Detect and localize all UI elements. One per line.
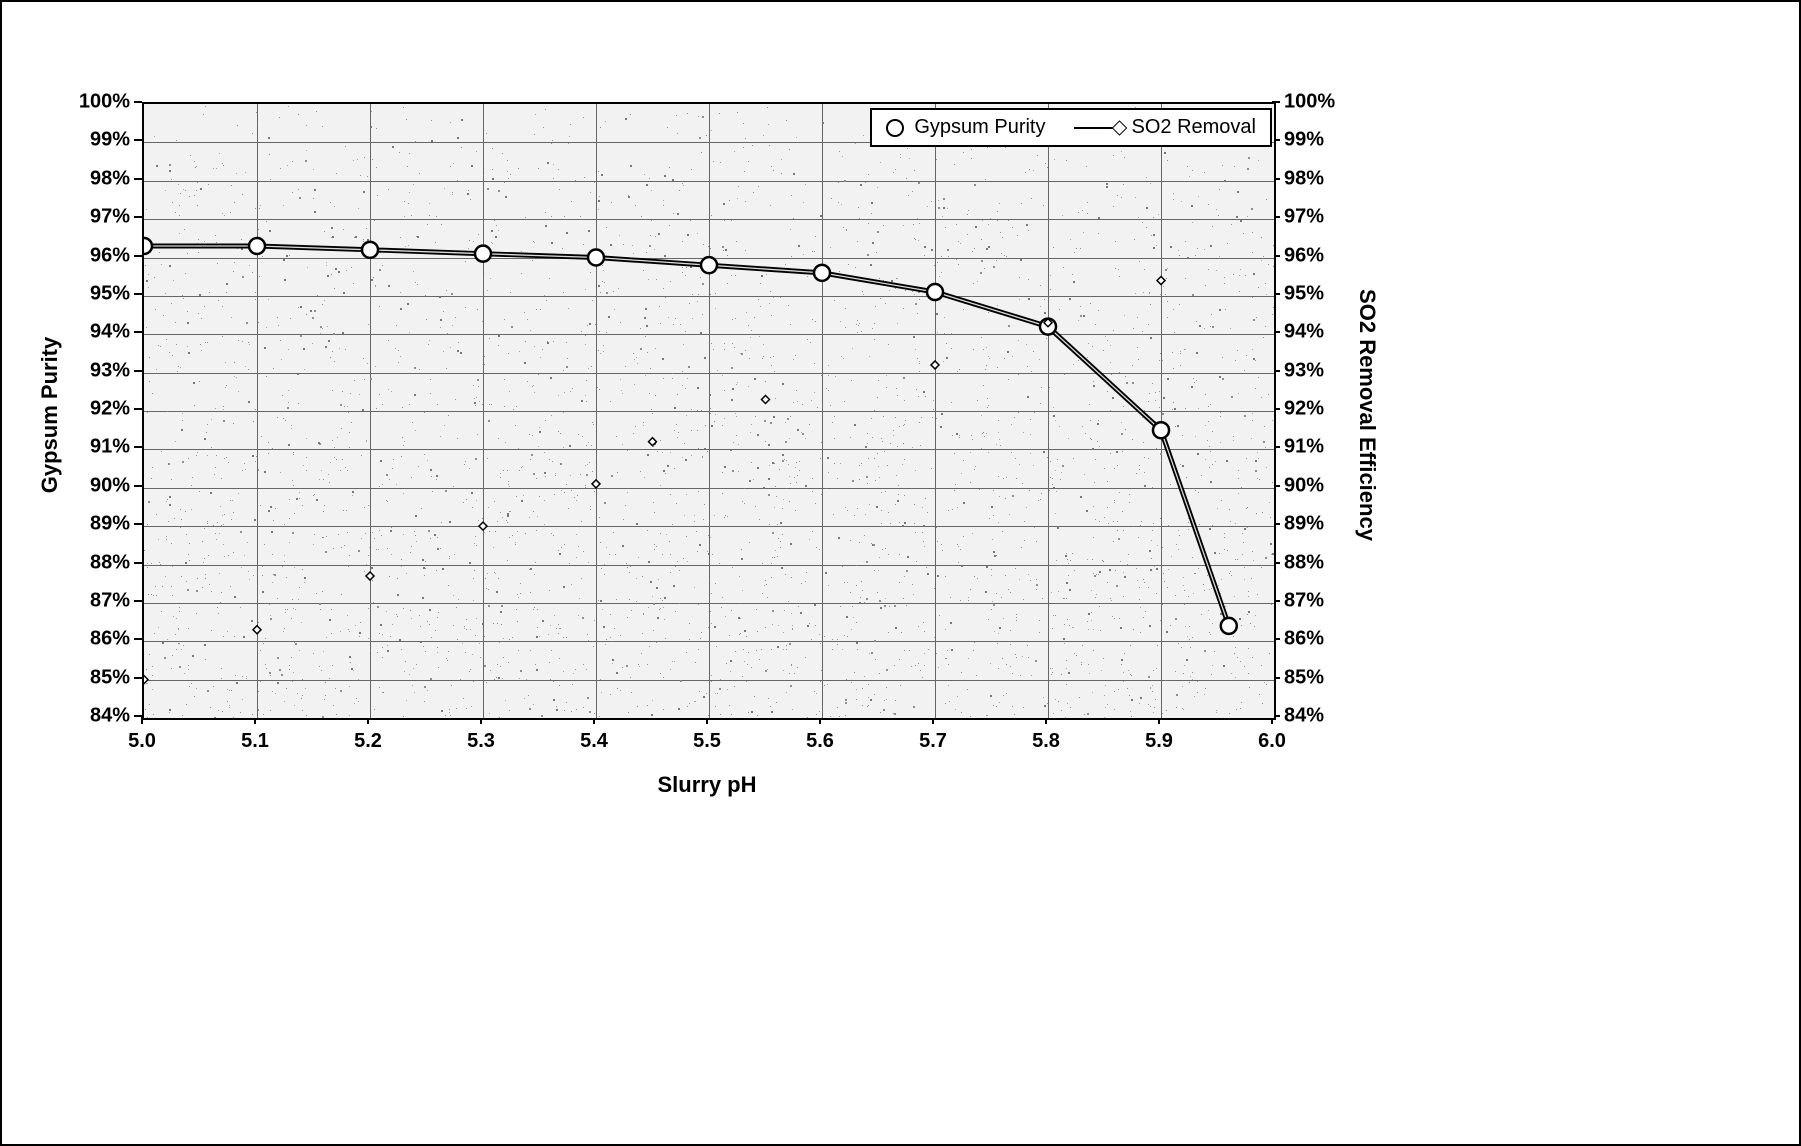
y-left-tick-label: 85% [90, 666, 130, 689]
tick-mark [134, 293, 142, 295]
y-left-tick-label: 94% [90, 321, 130, 344]
y-left-tick-label: 91% [90, 436, 130, 459]
y-left-tick-label: 93% [90, 359, 130, 382]
y-right-tick-label: 89% [1284, 513, 1324, 536]
so2-removal-marker [366, 572, 374, 580]
so2-removal-marker [649, 438, 657, 446]
y-right-tick-label: 92% [1284, 398, 1324, 421]
x-tick-label: 6.0 [1258, 730, 1286, 753]
y-right-tick-label: 100% [1284, 91, 1335, 114]
chart-svg-layer [144, 104, 1274, 718]
y-right-tick-label: 84% [1284, 705, 1324, 728]
y-right-axis-title: SO2 Removal Efficiency [1354, 289, 1380, 541]
tick-mark [134, 408, 142, 410]
y-left-tick-label: 95% [90, 282, 130, 305]
legend-label: SO2 Removal [1132, 116, 1257, 139]
y-left-tick-label: 87% [90, 589, 130, 612]
y-right-tick-label: 90% [1284, 474, 1324, 497]
gypsum-purity-marker [1221, 618, 1237, 634]
legend-item-gypsum-purity: Gypsum Purity [886, 116, 1045, 139]
y-left-tick-label: 99% [90, 129, 130, 152]
tick-mark [134, 677, 142, 679]
y-left-tick-label: 84% [90, 705, 130, 728]
legend-item-so2-removal: SO2 Removal [1074, 116, 1257, 139]
x-axis-title: Slurry pH [657, 772, 756, 798]
y-right-tick-label: 99% [1284, 129, 1324, 152]
tick-mark [134, 523, 142, 525]
so2-removal-marker [253, 626, 261, 634]
y-right-tick-label: 95% [1284, 282, 1324, 305]
circle-marker-icon [886, 119, 904, 137]
tick-mark [134, 139, 142, 141]
gypsum-purity-marker [701, 257, 717, 273]
gypsum-purity-marker [588, 250, 604, 266]
y-right-tick-label: 86% [1284, 628, 1324, 651]
line-diamond-marker-icon [1074, 119, 1122, 137]
y-left-axis-title: Gypsum Purity [37, 337, 63, 493]
gypsum-purity-marker [249, 238, 265, 254]
tick-mark [134, 485, 142, 487]
x-tick-label: 5.2 [354, 730, 382, 753]
so2-removal-marker [762, 395, 770, 403]
chart-container: 84% 85% 86% 87% 88% 89% 90% 91% 92% 93% 94% 95% 96% 9… [32, 42, 1332, 802]
x-tick-label: 5.8 [1032, 730, 1060, 753]
tick-mark [134, 638, 142, 640]
y-left-tick-label: 89% [90, 513, 130, 536]
tick-mark [134, 255, 142, 257]
gypsum-purity-marker [1153, 422, 1169, 438]
y-right-tick-label: 91% [1284, 436, 1324, 459]
x-tick-label: 5.5 [693, 730, 721, 753]
y-left-tick-label: 88% [90, 551, 130, 574]
so2-removal-marker [592, 480, 600, 488]
y-left-tick-label: 100% [79, 91, 130, 114]
so2-removal-marker [1157, 277, 1165, 285]
plot-area [142, 102, 1276, 720]
gypsum-purity-marker [362, 242, 378, 258]
legend-label: Gypsum Purity [914, 116, 1045, 139]
y-right-tick-label: 87% [1284, 589, 1324, 612]
tick-mark [134, 216, 142, 218]
gypsum-purity-marker [475, 246, 491, 262]
y-right-tick-label: 93% [1284, 359, 1324, 382]
y-right-tick-label: 96% [1284, 244, 1324, 267]
chart-legend: Gypsum Purity SO2 Removal [870, 108, 1272, 147]
y-right-tick-label: 85% [1284, 666, 1324, 689]
y-left-tick-label: 98% [90, 167, 130, 190]
so2-removal-marker [931, 361, 939, 369]
so2-removal-marker [479, 522, 487, 530]
tick-mark [134, 178, 142, 180]
y-right-tick-label: 94% [1284, 321, 1324, 344]
y-left-tick-label: 92% [90, 398, 130, 421]
x-tick-label: 5.9 [1145, 730, 1173, 753]
x-tick-label: 5.6 [806, 730, 834, 753]
tick-mark [134, 562, 142, 564]
x-tick-label: 5.1 [241, 730, 269, 753]
y-left-tick-label: 86% [90, 628, 130, 651]
tick-mark [134, 600, 142, 602]
y-right-tick-label: 98% [1284, 167, 1324, 190]
tick-mark [134, 370, 142, 372]
x-tick-label: 5.7 [919, 730, 947, 753]
gypsum-purity-marker [927, 284, 943, 300]
gypsum-purity-marker [144, 238, 152, 254]
page: 84% 85% 86% 87% 88% 89% 90% 91% 92% 93% 94% 95% 96% 9… [0, 0, 1801, 1146]
y-left-tick-label: 97% [90, 206, 130, 229]
gypsum-purity-line-inner [144, 246, 1229, 626]
tick-mark [134, 101, 142, 103]
tick-mark [134, 446, 142, 448]
so2-removal-marker [144, 676, 148, 684]
y-right-tick-label: 97% [1284, 206, 1324, 229]
x-tick-label: 5.4 [580, 730, 608, 753]
x-tick-label: 5.0 [128, 730, 156, 753]
x-tick-label: 5.3 [467, 730, 495, 753]
gypsum-purity-line-outer [144, 246, 1229, 626]
gypsum-purity-marker [814, 265, 830, 281]
y-right-tick-label: 88% [1284, 551, 1324, 574]
y-left-tick-label: 96% [90, 244, 130, 267]
tick-mark [134, 331, 142, 333]
y-left-tick-label: 90% [90, 474, 130, 497]
